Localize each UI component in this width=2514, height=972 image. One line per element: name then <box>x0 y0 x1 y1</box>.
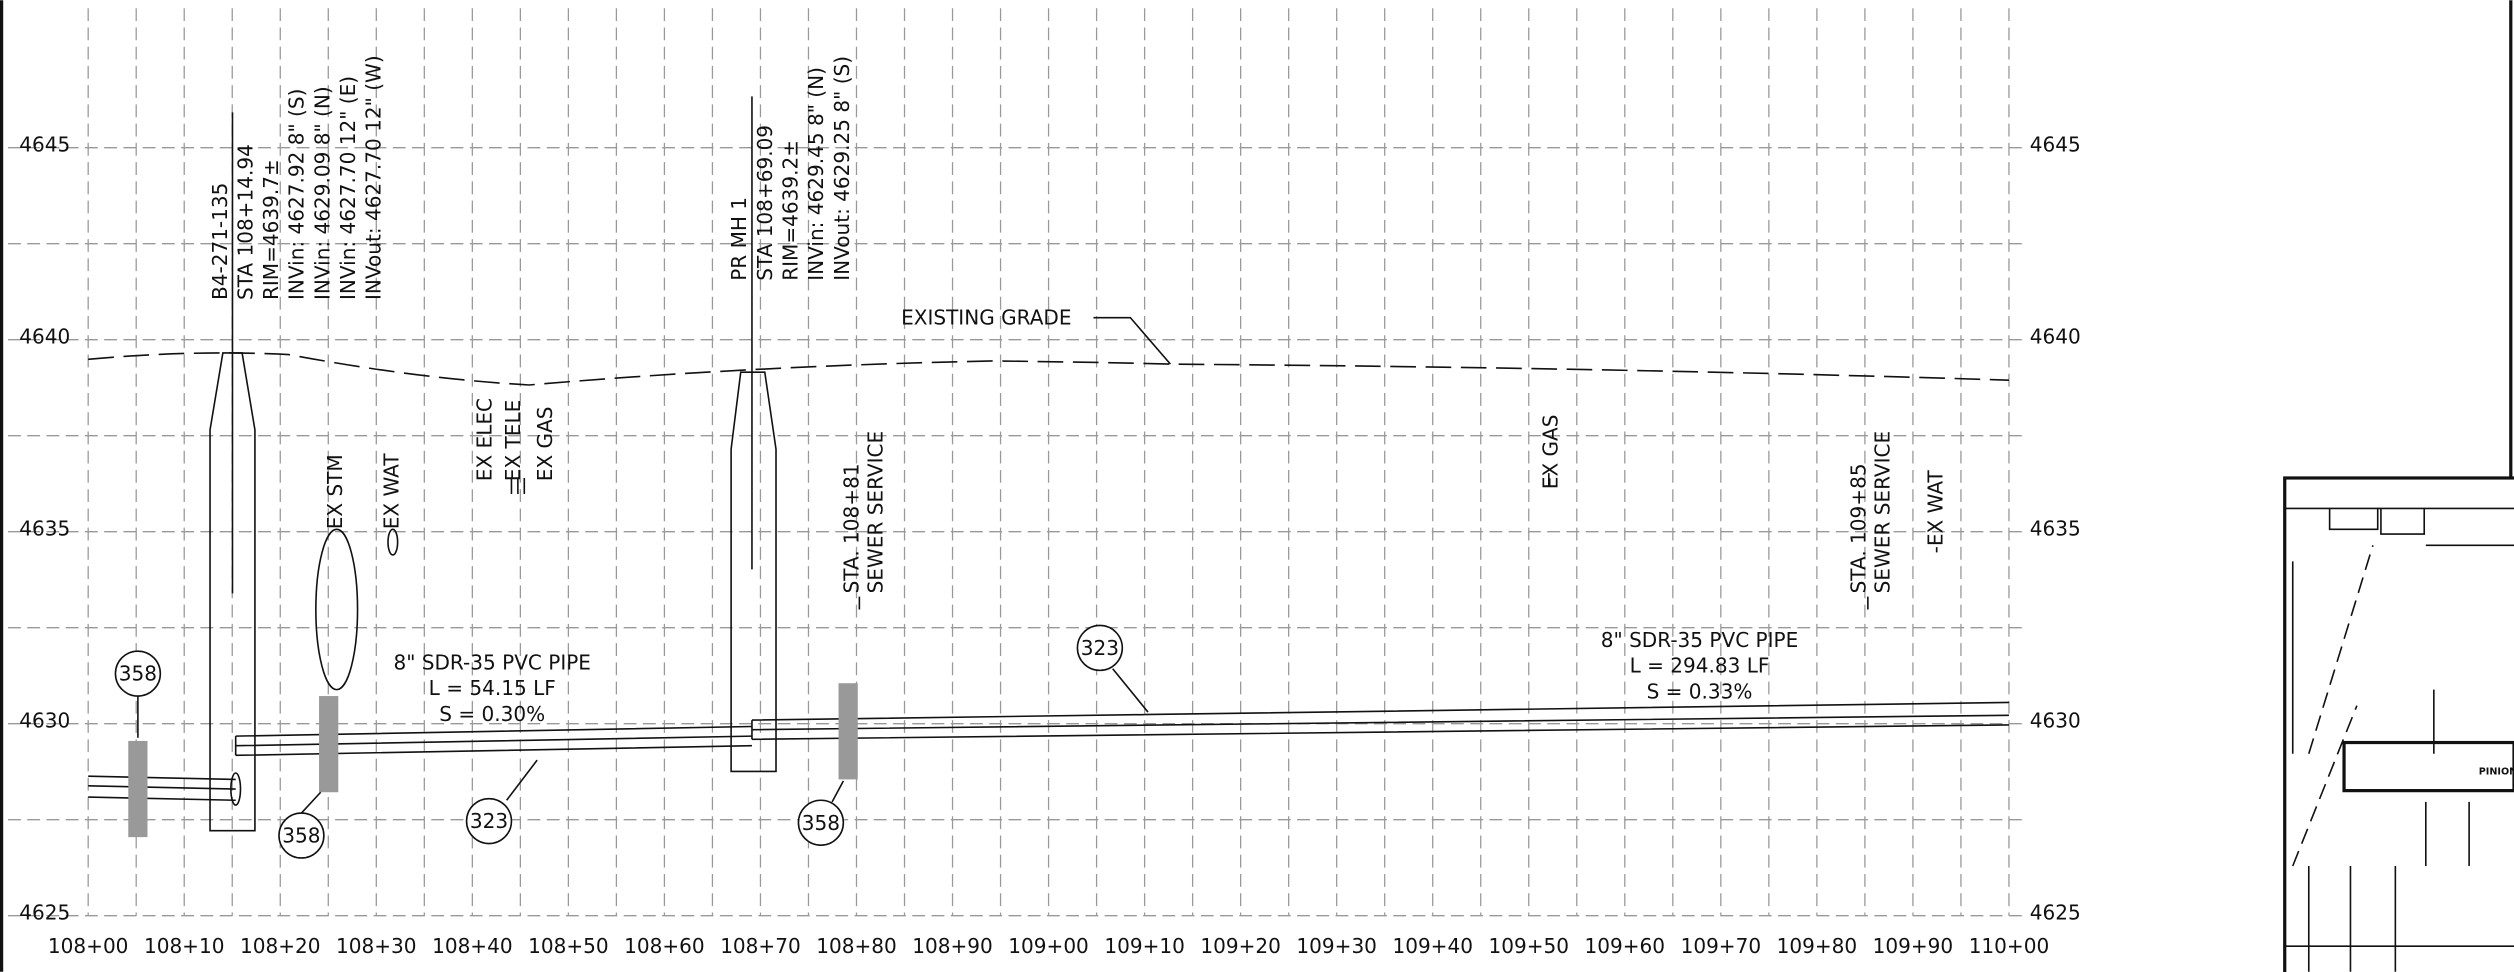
inset-highlight <box>2342 740 2514 793</box>
station-label: 108+80 <box>816 934 897 958</box>
existing-grade <box>88 352 2009 386</box>
manhole-label: INVout: 4629.25 8" (S) <box>830 56 854 281</box>
pipe-label: 8" SDR-35 PVC PIPE <box>393 650 591 674</box>
pipe-label: L = 54.15 LF <box>429 676 556 700</box>
manhole-label: INVin: 4627.70 12" (E) <box>336 76 360 300</box>
callout-label: 358 <box>282 824 320 848</box>
storm-pipe <box>315 528 359 691</box>
manhole <box>209 352 256 832</box>
station-label: 109+10 <box>1104 934 1185 958</box>
station-label: 108+00 <box>48 934 129 958</box>
inset-border <box>2283 476 2514 972</box>
drawing <box>88 96 2009 838</box>
grid <box>8 8 2029 917</box>
manhole-label: INVin: 4627.92 8" (S) <box>285 89 309 300</box>
manhole-label: B4-271-135 <box>208 183 232 300</box>
station-label: 109+40 <box>1392 934 1473 958</box>
inset-road <box>2291 545 2374 867</box>
pipe-end <box>230 772 242 806</box>
pipe <box>234 725 752 757</box>
pipe-label: L = 294.83 LF <box>1630 654 1770 678</box>
elevation-label: 4630 <box>19 709 70 733</box>
service-label: STA. 109+85 <box>1846 463 1870 593</box>
station-label: 109+50 <box>1489 934 1570 958</box>
pipe-label: S = 0.33% <box>1647 679 1753 703</box>
manhole-label: INVin: 4629.45 8" (N) <box>804 67 828 281</box>
callout-circle <box>278 812 325 859</box>
water-pipe <box>387 528 399 556</box>
station-label: 108+50 <box>528 934 609 958</box>
elevation-label: 4635 <box>19 517 70 541</box>
pipe <box>751 701 2009 741</box>
elevation-label: 4630 <box>2030 709 2081 733</box>
utility-label: EX ELEC <box>472 398 496 481</box>
utility-label: EX GAS <box>1539 415 1563 490</box>
station-label: 108+10 <box>144 934 225 958</box>
manhole-label: PR MH 1 <box>727 197 751 281</box>
utility-label: EX TELE <box>501 400 525 481</box>
inset-map: PINION <box>2283 0 2514 972</box>
station-label: 108+70 <box>720 934 801 958</box>
manhole-label: RIM=4639.2± <box>779 140 803 281</box>
labels: 4645 4640 4635 4630 4625 4645 4640 4635 4630 4625… <box>19 55 2081 958</box>
callout-circle <box>465 797 513 845</box>
manhole-label: INVin: 4629.09 8" (N) <box>310 86 334 300</box>
elevation-label: 4625 <box>19 901 70 925</box>
manhole-label: RIM=4639.7± <box>259 159 283 300</box>
station-label: 109+60 <box>1585 934 1666 958</box>
station-label: 109+00 <box>1008 934 1089 958</box>
callout-circle <box>114 650 162 697</box>
callout-label: 323 <box>470 809 508 833</box>
utility-label: EX STM <box>323 454 347 529</box>
station-label: 109+20 <box>1200 934 1281 958</box>
pipe-label: 8" SDR-35 PVC PIPE <box>1601 628 1799 652</box>
station-label: 110+00 <box>1969 934 2050 958</box>
leaders <box>137 316 1172 814</box>
utility-label: EX GAS <box>533 407 557 482</box>
street-label: PINION <box>2479 766 2514 777</box>
station-label: 108+30 <box>336 934 417 958</box>
utility-marks <box>510 473 1869 610</box>
elevation-label: 4645 <box>19 133 70 157</box>
station-label: 108+20 <box>240 934 321 958</box>
service-bar <box>838 683 858 780</box>
grade-label: EXISTING GRADE <box>901 306 1071 330</box>
station-label: 109+90 <box>1873 934 1954 958</box>
inset-lines <box>2284 507 2514 972</box>
service-label: SEWER SERVICE <box>1870 431 1894 594</box>
elevation-label: 4625 <box>2030 901 2081 925</box>
pipe-label: S = 0.30% <box>439 702 545 726</box>
callout-circle <box>797 799 845 846</box>
station-label: 109+30 <box>1296 934 1377 958</box>
callout-label: 323 <box>1081 636 1119 660</box>
station-label: 108+60 <box>624 934 705 958</box>
manhole-label: INVout: 4627.70 12" (W) <box>362 55 386 300</box>
elevation-label: 4645 <box>2030 133 2081 157</box>
manhole-label: STA 108+14.94 <box>233 144 257 300</box>
manhole-label: STA 108+69.09 <box>753 125 777 281</box>
utility-label: EX WAT <box>379 453 403 530</box>
service-bar <box>319 696 339 793</box>
service-label: STA. 108+81 <box>839 463 863 593</box>
station-label: 109+80 <box>1777 934 1858 958</box>
callout-label: 358 <box>119 662 157 686</box>
callout-circle <box>1076 624 1124 672</box>
service-label: SEWER SERVICE <box>864 431 888 594</box>
elevation-label: 4640 <box>19 325 70 349</box>
station-label: 109+70 <box>1681 934 1762 958</box>
elevation-label: 4635 <box>2030 517 2081 541</box>
manhole <box>730 371 777 773</box>
station-label: 108+40 <box>432 934 513 958</box>
elevation-label: 4640 <box>2030 325 2081 349</box>
station-label: 108+90 <box>912 934 993 958</box>
callout-label: 358 <box>802 811 840 835</box>
utility-label: -EX WAT <box>1923 470 1947 554</box>
service-bar <box>128 740 148 838</box>
pipe <box>88 775 236 802</box>
